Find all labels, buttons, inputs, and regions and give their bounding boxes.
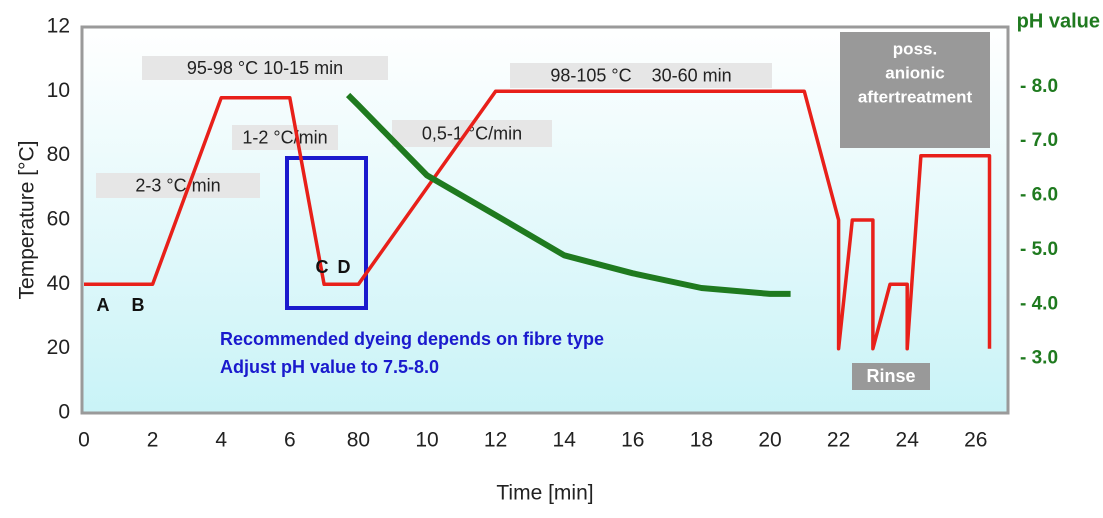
note: Recommended dyeing depends on fibre type [220,329,604,349]
note: Adjust pH value to 7.5-8.0 [220,357,439,377]
x-tick-label: 2 [147,429,159,452]
y-axis-title: Temperature [°C] [16,141,39,300]
x-tick-label: 4 [215,429,227,452]
annotation-box [510,63,772,88]
annotation-box [142,56,388,80]
x-tick-label: 18 [690,429,713,452]
annotation: 1-2 °C/min [242,127,327,147]
aftertreatment-label: anionic [885,63,945,82]
y-tick-label: 40 [47,272,70,295]
series-line [84,89,992,351]
x-tick-label: 14 [553,429,577,452]
x-tick-label: 0 [78,429,90,452]
y-tick-label: 12 [47,15,70,38]
annotation-box [232,125,338,150]
y-tick-label: 60 [47,208,70,231]
aftertreatment-label: poss. [893,39,937,58]
marker-label: B [132,295,145,315]
y-tick-label: 10 [47,79,70,102]
y2-tick-label: - 5.0 [1020,239,1058,260]
x-tick-label: 16 [621,429,644,452]
series-line [345,92,791,297]
y-tick-label: 0 [58,401,70,424]
rinse-box [852,363,930,390]
annotation: 0,5-1 °C/min [422,123,522,143]
x-tick-label: 12 [484,429,507,452]
aftertreatment-box [840,32,990,148]
highlight-box [285,156,368,310]
marker-label: D [338,257,351,277]
x-tick-label: 26 [964,429,987,452]
x-axis-title: Time [min] [496,482,593,505]
rinse-label: Rinse [866,366,915,386]
y2-tick-label: - 7.0 [1020,130,1058,151]
y2-axis-title: pH value [1017,10,1100,32]
annotation: 95-98 °C 10-15 min [187,58,343,78]
y2-tick-label: - 3.0 [1020,348,1058,369]
x-tick-label: 6 [284,429,296,452]
marker-label: C [316,257,329,277]
y-tick-label: 80 [47,143,70,166]
y-tick-label: 20 [47,336,70,359]
annotation-box [96,173,260,198]
marker-label: A [97,295,110,315]
x-tick-label: 20 [758,429,781,452]
x-tick-label: 22 [827,429,850,452]
x-tick-label: 24 [896,429,920,452]
y2-tick-label: - 8.0 [1020,76,1058,97]
aftertreatment-label: aftertreatment [858,87,973,106]
annotation: 2-3 °C/min [135,175,220,195]
x-tick-label: 10 [415,429,438,452]
y2-tick-label: - 4.0 [1020,293,1058,314]
x-tick-label: 80 [347,429,370,452]
annotation: 98-105 °C 30-60 min [550,65,731,85]
y2-tick-label: - 6.0 [1020,185,1058,206]
